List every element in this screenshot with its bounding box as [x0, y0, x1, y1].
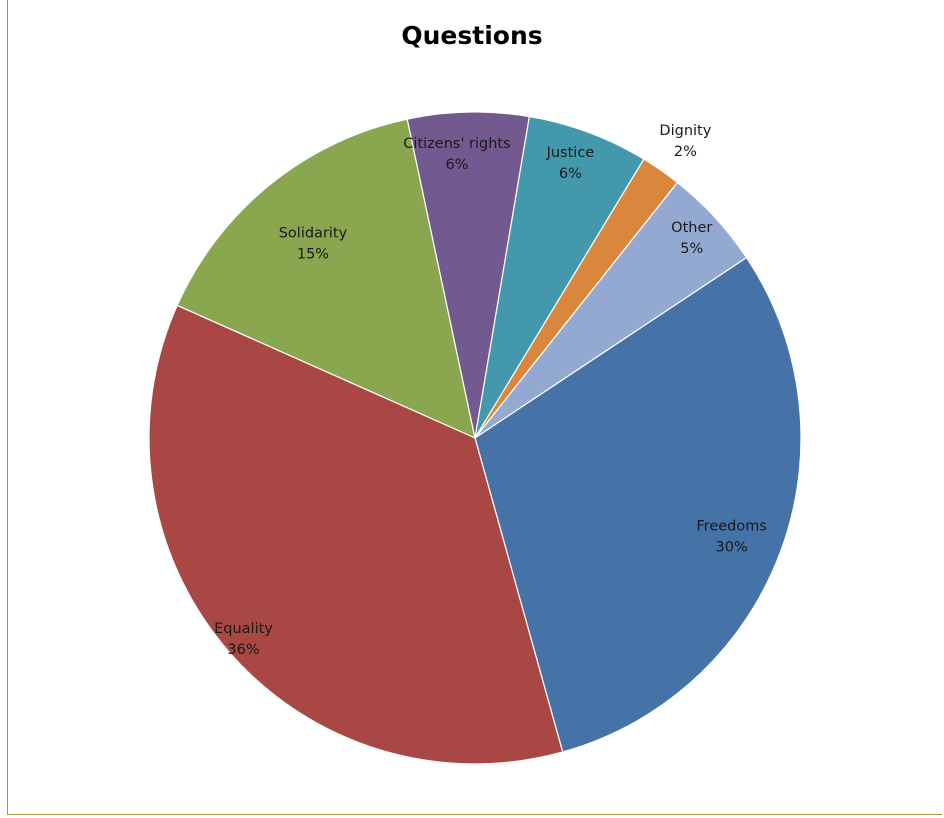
slice-label-solidarity: Solidarity	[279, 225, 348, 241]
slice-label-other: Other	[671, 220, 712, 236]
chart-title: Questions	[401, 21, 543, 50]
slice-percent-dignity: 2%	[674, 144, 697, 160]
slice-percent-other: 5%	[680, 241, 703, 257]
slice-percent-solidarity: 15%	[297, 246, 329, 262]
pie-slice-solidarity	[176, 118, 476, 440]
slice-percent-freedoms: 30%	[716, 539, 748, 555]
pie-slice-citizens-rights	[406, 111, 531, 439]
pie-slice-justice	[474, 115, 645, 439]
slice-percent-equality: 36%	[227, 642, 259, 658]
slice-percent-citizens-rights: 6%	[445, 157, 468, 173]
slice-label-freedoms: Freedoms	[696, 518, 767, 534]
pie-slice-equality	[148, 304, 564, 765]
pie-slice-freedoms	[474, 256, 802, 753]
slice-label-equality: Equality	[214, 621, 273, 637]
slice-percent-justice: 6%	[559, 166, 582, 182]
pie-labels: Solidarity 15% Citizens' rights 6% Justice 6%…	[214, 123, 767, 658]
slice-label-dignity: Dignity	[659, 123, 711, 139]
pie-slices	[148, 111, 802, 765]
slice-label-justice: Justice	[546, 145, 595, 161]
slice-label-citizens-rights: Citizens' rights	[403, 136, 510, 152]
